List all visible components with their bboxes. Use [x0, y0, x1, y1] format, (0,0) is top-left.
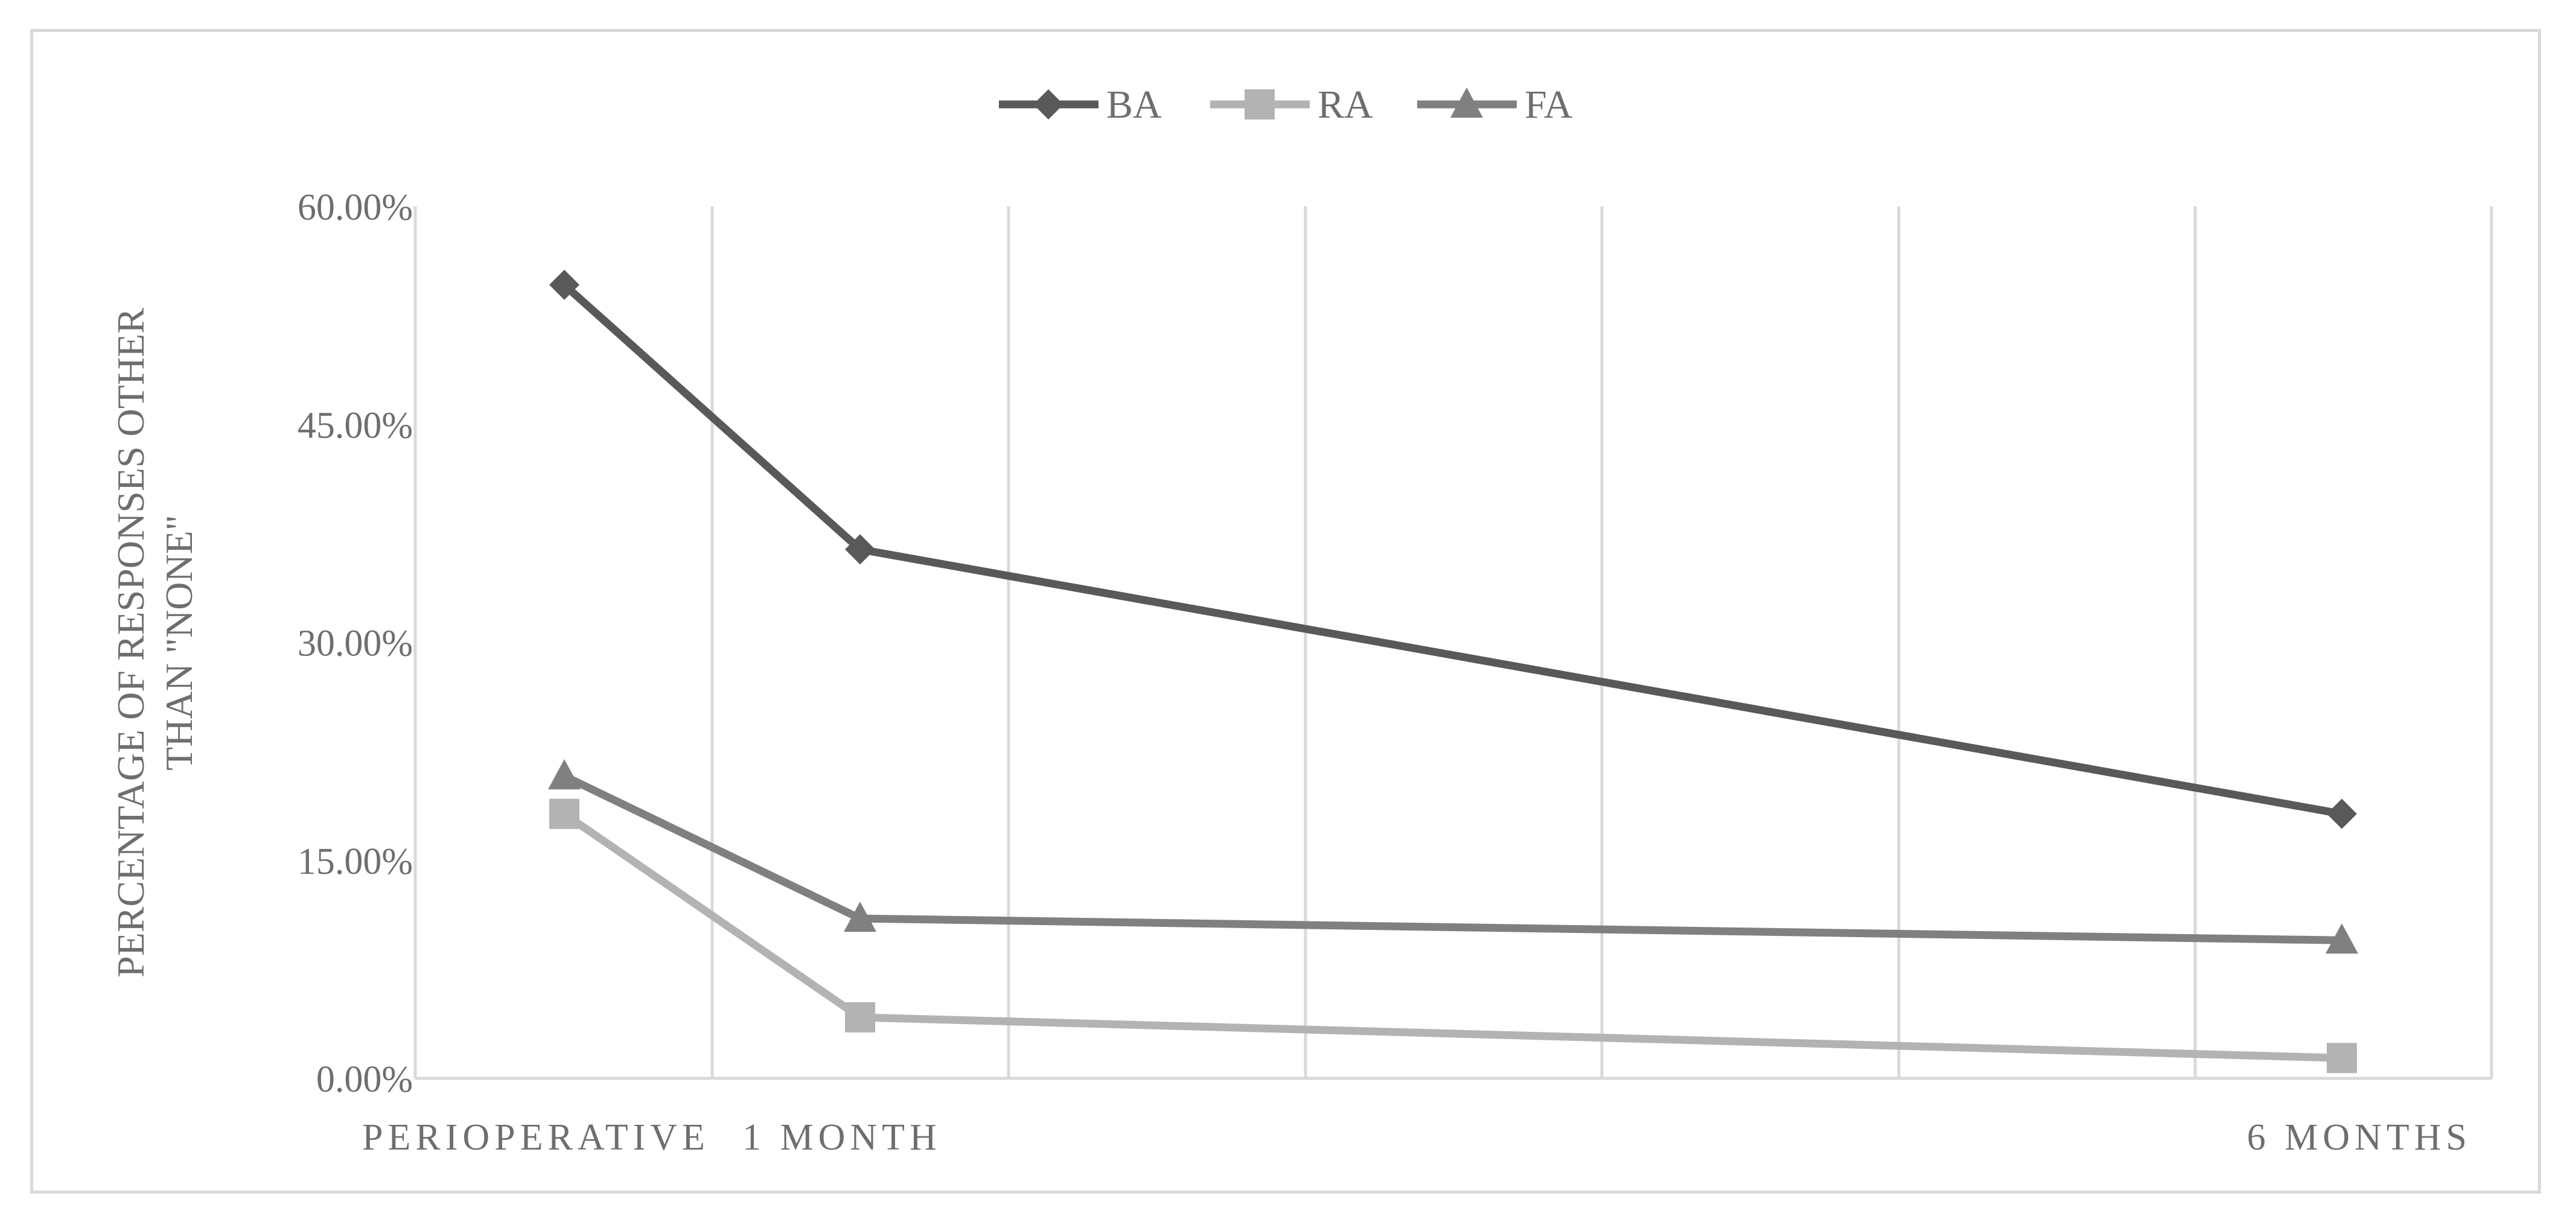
series-fa	[548, 759, 2358, 954]
y-tick-label: 45.00%	[298, 405, 413, 446]
series-ra	[549, 798, 2357, 1074]
data-point-marker	[845, 1002, 875, 1032]
y-axis-title-line: PERCENTAGE OF RESPONSES OTHER	[109, 308, 152, 978]
data-point-marker	[549, 270, 579, 301]
grid-lines	[413, 206, 2493, 1078]
chart-frame	[30, 29, 2541, 1194]
labels: 0.00% 15.00% 30.00% 45.00% 60.00% PERIOPERATI…	[109, 187, 2472, 1158]
y-tick-label: 60.00%	[298, 187, 413, 228]
x-category-label: 6 MONTHS	[2247, 1117, 2472, 1158]
data-point-marker	[845, 534, 875, 565]
x-category-label: PERIOPERATIVE	[362, 1117, 710, 1158]
y-tick-label: 15.00%	[298, 841, 413, 882]
y-tick-label: 30.00%	[298, 623, 413, 664]
legend-marker	[1245, 89, 1275, 119]
y-tick-label: 0.00%	[316, 1059, 413, 1100]
legend-marker	[1450, 88, 1483, 118]
y-axis-title-line: THAN "NONE"	[158, 515, 200, 771]
series-ba	[549, 270, 2357, 829]
legend-item-fa: FA	[1417, 83, 1573, 127]
legend-item-ra: RA	[1210, 83, 1373, 127]
data-point-marker	[549, 798, 579, 829]
legend-item-ba: BA	[999, 83, 1162, 127]
series-line-fa	[563, 772, 2342, 944]
legend: BA RA FA	[999, 83, 1573, 127]
data-point-marker	[548, 759, 581, 790]
legend-label: FA	[1525, 83, 1573, 127]
legend-label: RA	[1318, 83, 1373, 127]
data-point-marker	[2327, 1043, 2357, 1074]
x-category-label: 1 MONTH	[742, 1117, 942, 1158]
data-point-marker	[2326, 923, 2358, 954]
data-point-marker	[844, 902, 876, 932]
legend-marker	[1033, 89, 1063, 119]
series-line-ba	[561, 282, 2343, 818]
data-point-marker	[2327, 798, 2357, 829]
series-layer	[548, 270, 2358, 1074]
y-axis-title: PERCENTAGE OF RESPONSES OTHER THAN "NONE"	[109, 308, 200, 978]
legend-label: BA	[1106, 83, 1162, 127]
